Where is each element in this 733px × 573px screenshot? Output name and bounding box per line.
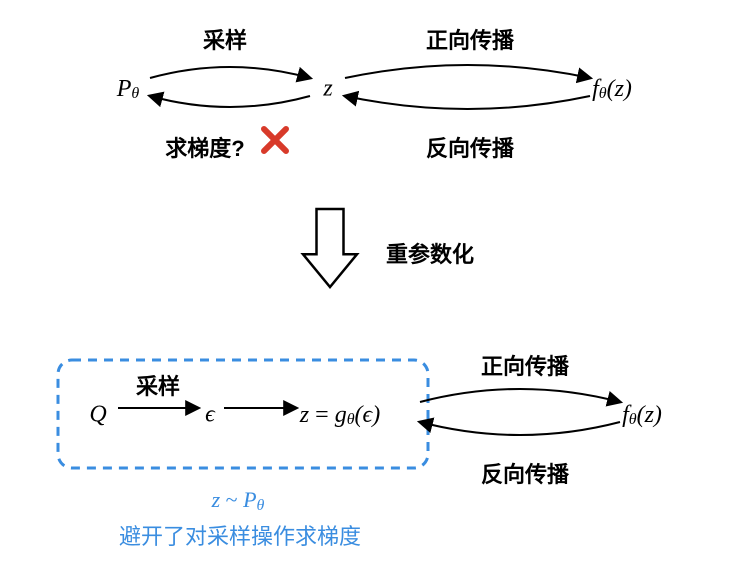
label-gradient-q: 求梯度? bbox=[165, 136, 244, 161]
diagram-canvas: Pθzfθ(z)采样求梯度?正向传播反向传播重参数化Qϵz = gθ(ϵ)fθ(… bbox=[0, 0, 733, 573]
edge-forward-bottom bbox=[420, 389, 620, 402]
node-z-eq-g: z = gθ(ϵ) bbox=[299, 402, 380, 428]
edge-backward-top bbox=[345, 96, 590, 109]
label-sample-bottom: 采样 bbox=[136, 374, 180, 399]
edge-backward-bottom bbox=[420, 422, 620, 435]
label-reparam: 重参数化 bbox=[386, 242, 474, 267]
label-backward-top: 反向传播 bbox=[426, 136, 515, 161]
label-forward-bottom: 正向传播 bbox=[481, 354, 570, 379]
node-P-theta: Pθ bbox=[116, 76, 140, 102]
node-epsilon: ϵ bbox=[205, 402, 216, 428]
label-forward-top: 正向传播 bbox=[426, 28, 515, 53]
svg-text:fθ(z): fθ(z) bbox=[592, 76, 632, 102]
node-f-theta-z: fθ(z) bbox=[592, 76, 632, 102]
caption-z-dist: z ~ Pθ bbox=[211, 487, 265, 514]
edge-sample bbox=[150, 67, 310, 78]
svg-text:Pθ: Pθ bbox=[116, 76, 140, 102]
label-backward-bottom: 反向传播 bbox=[481, 462, 570, 487]
label-sample-top: 采样 bbox=[203, 28, 247, 53]
node-z: z bbox=[322, 76, 333, 102]
edge-forward-top bbox=[345, 65, 590, 78]
caption-explain: 避开了对采样操作求梯度 bbox=[119, 524, 361, 549]
node-f-theta-z-bottom: fθ(z) bbox=[622, 402, 662, 428]
node-Q: Q bbox=[89, 402, 106, 428]
svg-text:fθ(z): fθ(z) bbox=[622, 402, 662, 428]
edge-gradient-q bbox=[150, 96, 310, 107]
down-arrow-icon bbox=[303, 209, 357, 287]
